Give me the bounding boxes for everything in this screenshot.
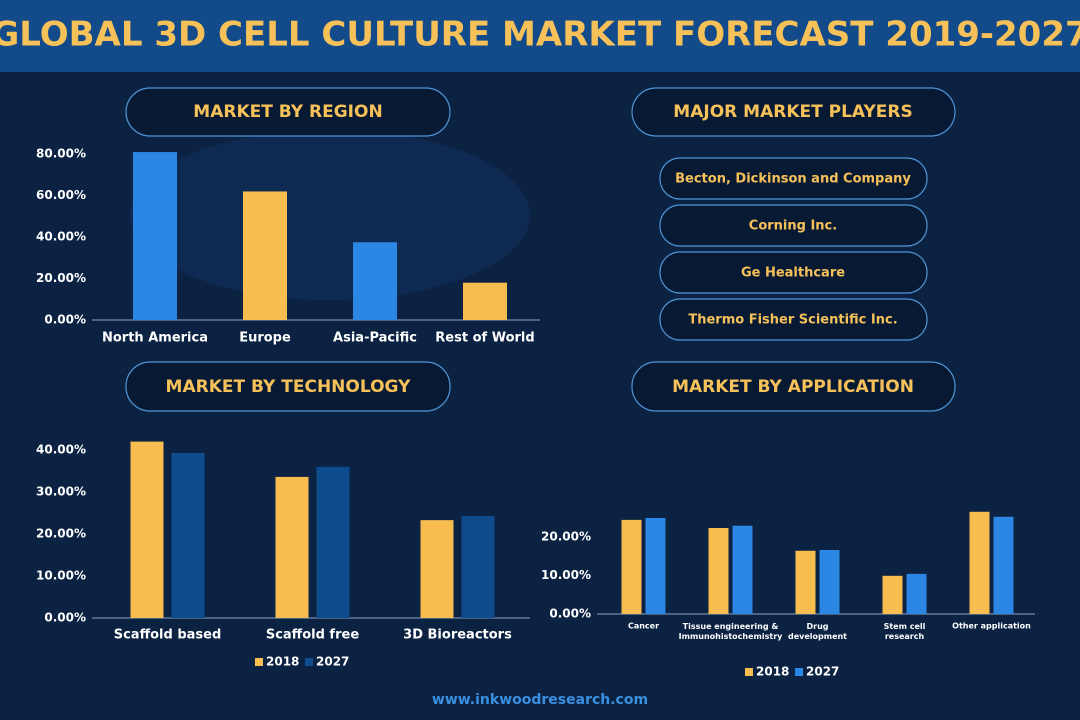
legend-swatch bbox=[795, 668, 803, 676]
bar bbox=[463, 282, 507, 320]
player-pill bbox=[659, 204, 928, 247]
bar bbox=[708, 527, 729, 614]
x-tick-label: Tissue engineering & Immunohistochemistry bbox=[679, 622, 784, 641]
bar bbox=[906, 573, 927, 614]
y-tick-label: 20.00% bbox=[541, 529, 591, 543]
player-name: Thermo Fisher Scientific Inc. bbox=[688, 313, 897, 328]
bar bbox=[621, 519, 642, 614]
y-tick-label: 20.00% bbox=[36, 271, 86, 285]
section-pill bbox=[125, 87, 451, 137]
y-tick-label: 0.00% bbox=[44, 611, 86, 625]
section-pill bbox=[631, 361, 956, 412]
x-tick-label: North America bbox=[102, 331, 208, 346]
bar bbox=[882, 575, 903, 614]
footer-link: www.inkwoodresearch.com bbox=[432, 692, 648, 708]
x-tick-label: Asia-Pacific bbox=[333, 331, 417, 346]
y-tick-label: 10.00% bbox=[541, 568, 591, 582]
bar bbox=[819, 549, 840, 614]
bar bbox=[420, 520, 454, 618]
legend-label: 2027 bbox=[316, 655, 349, 669]
section-pill bbox=[125, 361, 451, 412]
bar bbox=[243, 191, 287, 320]
bar bbox=[993, 516, 1014, 614]
x-tick-label: Rest of World bbox=[435, 331, 534, 346]
legend-swatch bbox=[305, 658, 313, 666]
bar bbox=[316, 466, 350, 618]
section-title: MAJOR MARKET PLAYERS bbox=[673, 102, 912, 122]
players-list: Becton, Dickinson and Company Corning In… bbox=[659, 157, 928, 341]
y-tick-label: 60.00% bbox=[36, 188, 86, 202]
section-title: MARKET BY APPLICATION bbox=[672, 377, 914, 397]
section-pill bbox=[631, 87, 956, 137]
bar bbox=[461, 515, 495, 618]
bar bbox=[795, 550, 816, 614]
bar bbox=[969, 511, 990, 614]
player-pill bbox=[659, 251, 928, 294]
bar bbox=[133, 152, 177, 320]
section-title: MARKET BY TECHNOLOGY bbox=[166, 377, 412, 397]
x-tick-label: Europe bbox=[239, 331, 291, 346]
bar bbox=[645, 517, 666, 614]
legend-swatch bbox=[745, 668, 753, 676]
y-tick-label: 0.00% bbox=[44, 313, 86, 327]
map-decoration bbox=[130, 130, 530, 300]
y-tick-label: 40.00% bbox=[36, 230, 86, 244]
x-tick-label: 3D Bioreactors bbox=[403, 628, 512, 643]
x-tick-label: Scaffold based bbox=[114, 628, 222, 643]
legend-label: 2027 bbox=[806, 665, 839, 679]
page-title: GLOBAL 3D CELL CULTURE MARKET FORECAST 2… bbox=[0, 15, 1080, 55]
bar bbox=[171, 452, 205, 618]
y-tick-label: 30.00% bbox=[36, 485, 86, 499]
bar bbox=[130, 441, 164, 618]
x-tick-label: Cancer bbox=[628, 622, 659, 631]
player-name: Ge Healthcare bbox=[741, 266, 845, 281]
x-tick-label: Drug development bbox=[788, 622, 847, 641]
x-tick-label: Other application bbox=[952, 622, 1031, 631]
section-title: MARKET BY REGION bbox=[193, 102, 382, 122]
legend-label: 2018 bbox=[756, 665, 789, 679]
player-pill bbox=[659, 157, 928, 200]
y-tick-label: 10.00% bbox=[36, 569, 86, 583]
player-pill bbox=[659, 298, 928, 341]
header-band bbox=[0, 0, 1080, 72]
player-name: Corning Inc. bbox=[749, 219, 837, 234]
legend-label: 2018 bbox=[266, 655, 299, 669]
bar bbox=[275, 476, 309, 618]
y-tick-label: 40.00% bbox=[36, 443, 86, 457]
player-name: Becton, Dickinson and Company bbox=[675, 172, 911, 187]
x-tick-label: Scaffold free bbox=[266, 628, 359, 643]
legend-swatch bbox=[255, 658, 263, 666]
bar bbox=[353, 242, 397, 320]
bar bbox=[732, 525, 753, 614]
y-tick-label: 80.00% bbox=[36, 147, 86, 161]
x-tick-label: Stem cell research bbox=[884, 622, 926, 641]
y-tick-label: 0.00% bbox=[549, 607, 591, 621]
y-tick-label: 20.00% bbox=[36, 527, 86, 541]
